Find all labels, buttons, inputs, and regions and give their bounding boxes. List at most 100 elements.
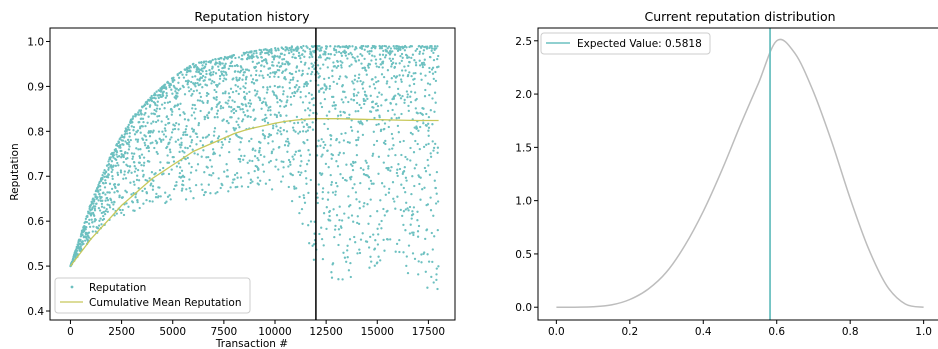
reputation-point: [214, 72, 218, 75]
reputation-point: [206, 101, 209, 104]
reputation-point: [304, 130, 308, 133]
reputation-point: [196, 153, 199, 156]
reputation-point: [321, 153, 324, 156]
reputation-point: [287, 49, 290, 52]
reputation-point: [83, 229, 86, 233]
reputation-point: [196, 99, 200, 102]
reputation-point: [113, 191, 116, 194]
reputation-point: [391, 137, 394, 140]
reputation-point: [140, 112, 143, 116]
reputation-point: [430, 275, 433, 279]
reputation-point: [312, 111, 315, 115]
reputation-point: [215, 90, 218, 94]
reputation-point: [300, 171, 303, 174]
reputation-point: [317, 83, 320, 87]
reputation-point: [300, 160, 303, 163]
reputation-point: [432, 149, 435, 152]
reputation-point: [273, 75, 276, 78]
reputation-point: [367, 246, 371, 249]
reputation-point: [386, 109, 390, 113]
reputation-point: [401, 214, 404, 218]
reputation-point: [138, 154, 141, 158]
reputation-point: [244, 86, 247, 90]
reputation-point: [430, 45, 433, 48]
reputation-point: [411, 133, 414, 136]
reputation-point: [256, 156, 259, 160]
reputation-point: [200, 67, 204, 70]
reputation-point: [353, 235, 356, 239]
reputation-point: [93, 198, 96, 201]
reputation-point: [356, 130, 360, 133]
reputation-point: [215, 61, 219, 65]
cumulative-mean-line: [69, 118, 439, 267]
reputation-point: [305, 81, 308, 84]
reputation-point: [337, 228, 341, 231]
reputation-point: [418, 52, 421, 56]
reputation-point: [193, 152, 196, 155]
reputation-point: [250, 50, 253, 53]
reputation-point: [324, 58, 327, 61]
reputation-point: [104, 170, 108, 173]
reputation-point: [306, 72, 309, 76]
reputation-point: [388, 85, 391, 89]
reputation-point: [101, 174, 104, 177]
reputation-point: [406, 207, 409, 210]
reputation-point: [344, 51, 348, 54]
reputation-point: [337, 153, 340, 157]
reputation-point: [239, 87, 242, 90]
reputation-point: [399, 78, 403, 81]
reputation-point: [213, 88, 216, 92]
reputation-point: [349, 178, 352, 181]
reputation-point: [275, 115, 279, 119]
reputation-point: [231, 64, 234, 68]
reputation-point: [183, 151, 186, 154]
reputation-point: [189, 171, 193, 174]
reputation-point: [359, 52, 362, 56]
reputation-point: [305, 84, 308, 88]
reputation-point: [418, 64, 422, 67]
reputation-point: [280, 133, 283, 136]
reputation-point: [268, 75, 271, 79]
reputation-point: [79, 235, 83, 238]
reputation-point: [380, 227, 383, 230]
reputation-point: [391, 50, 394, 53]
reputation-point: [291, 126, 295, 129]
right-x-tick-label: 0.2: [621, 326, 638, 338]
reputation-point: [346, 256, 349, 259]
reputation-point: [152, 120, 155, 123]
reputation-point: [364, 69, 368, 72]
reputation-point: [396, 168, 399, 171]
reputation-point: [365, 240, 369, 243]
reputation-point: [264, 101, 267, 104]
reputation-point: [121, 208, 124, 212]
reputation-point: [298, 173, 302, 177]
reputation-point: [222, 74, 225, 77]
reputation-point: [108, 191, 111, 194]
reputation-point: [115, 153, 118, 156]
reputation-point: [109, 158, 112, 161]
reputation-point: [338, 218, 341, 222]
reputation-point: [91, 230, 94, 233]
reputation-point: [340, 132, 343, 136]
reputation-point: [261, 163, 264, 166]
reputation-point: [436, 45, 439, 48]
reputation-point: [260, 64, 263, 67]
right-y-tick-label: 1.5: [515, 142, 532, 154]
reputation-point: [118, 194, 121, 197]
reputation-point: [264, 51, 267, 55]
reputation-point: [93, 209, 97, 212]
reputation-point: [267, 135, 270, 139]
reputation-point: [320, 138, 323, 141]
reputation-point: [188, 178, 191, 181]
reputation-point: [133, 133, 137, 136]
reputation-point: [384, 142, 387, 146]
reputation-point: [340, 66, 343, 69]
reputation-point: [419, 125, 422, 129]
reputation-point: [122, 213, 126, 217]
left-x-tick-label: 12500: [309, 326, 342, 338]
reputation-point: [254, 149, 257, 152]
reputation-point: [81, 233, 84, 237]
reputation-point: [333, 48, 336, 52]
reputation-point: [336, 114, 340, 117]
reputation-point: [218, 101, 221, 104]
